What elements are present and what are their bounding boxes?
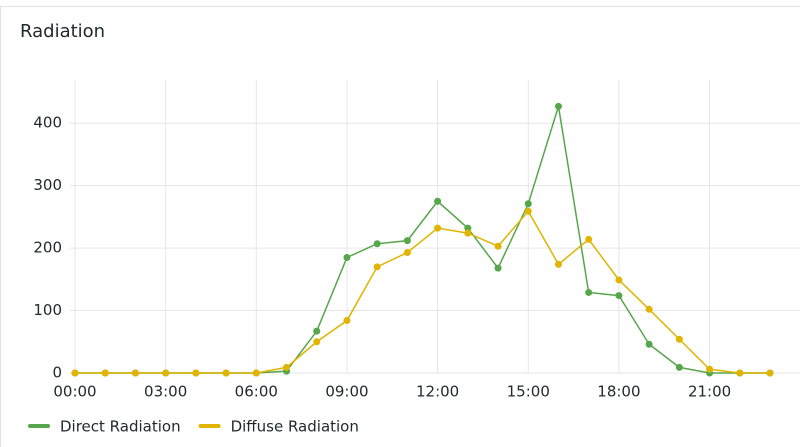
data-point (403, 237, 411, 245)
data-point (464, 229, 472, 237)
data-point (131, 369, 139, 377)
data-point (554, 260, 562, 268)
data-point (373, 240, 381, 248)
series-line (75, 209, 770, 374)
x-tick-label: 21:00 (688, 383, 731, 401)
legend-label: Direct Radiation (60, 418, 181, 436)
data-point (343, 317, 351, 325)
data-point (252, 369, 260, 377)
data-point (645, 305, 653, 313)
legend-swatch (198, 424, 221, 428)
data-point (313, 327, 321, 335)
data-point (675, 363, 683, 371)
data-point (222, 369, 230, 377)
y-tick-label: 200 (33, 239, 62, 257)
x-tick-label: 15:00 (507, 383, 550, 401)
data-point (645, 340, 653, 348)
data-point (192, 369, 200, 377)
data-point (585, 235, 593, 243)
data-point (283, 363, 291, 371)
data-point (494, 242, 502, 250)
data-point (434, 224, 442, 232)
data-point (736, 369, 744, 377)
data-point (373, 263, 381, 271)
data-point (464, 224, 472, 232)
data-point (706, 365, 714, 373)
y-tick-label: 100 (33, 301, 62, 319)
data-point (524, 200, 532, 208)
y-tick-label: 300 (33, 176, 62, 194)
data-point (675, 335, 683, 343)
x-tick-label: 12:00 (416, 383, 459, 401)
data-point (554, 102, 562, 110)
data-point (434, 197, 442, 205)
data-point (615, 276, 623, 284)
data-point (313, 338, 321, 346)
data-point (162, 369, 170, 377)
x-tick-label: 09:00 (325, 383, 368, 401)
data-point (766, 369, 774, 377)
x-tick-label: 00:00 (53, 383, 96, 401)
data-point (343, 253, 351, 261)
legend-label: Diffuse Radiation (231, 418, 359, 436)
x-tick-label: 03:00 (144, 383, 187, 401)
data-point (615, 292, 623, 300)
data-point (524, 207, 532, 215)
data-point (494, 264, 502, 272)
chart-title: Radiation (20, 21, 105, 42)
legend-swatch (28, 424, 50, 428)
y-tick-label: 0 (52, 364, 62, 382)
data-point (101, 369, 109, 377)
x-tick-label: 06:00 (235, 383, 278, 401)
panel-border (0, 6, 800, 447)
data-point (403, 248, 411, 256)
y-tick-label: 400 (33, 114, 62, 132)
data-point (585, 288, 593, 296)
x-tick-label: 18:00 (597, 383, 640, 401)
data-point (71, 369, 79, 377)
